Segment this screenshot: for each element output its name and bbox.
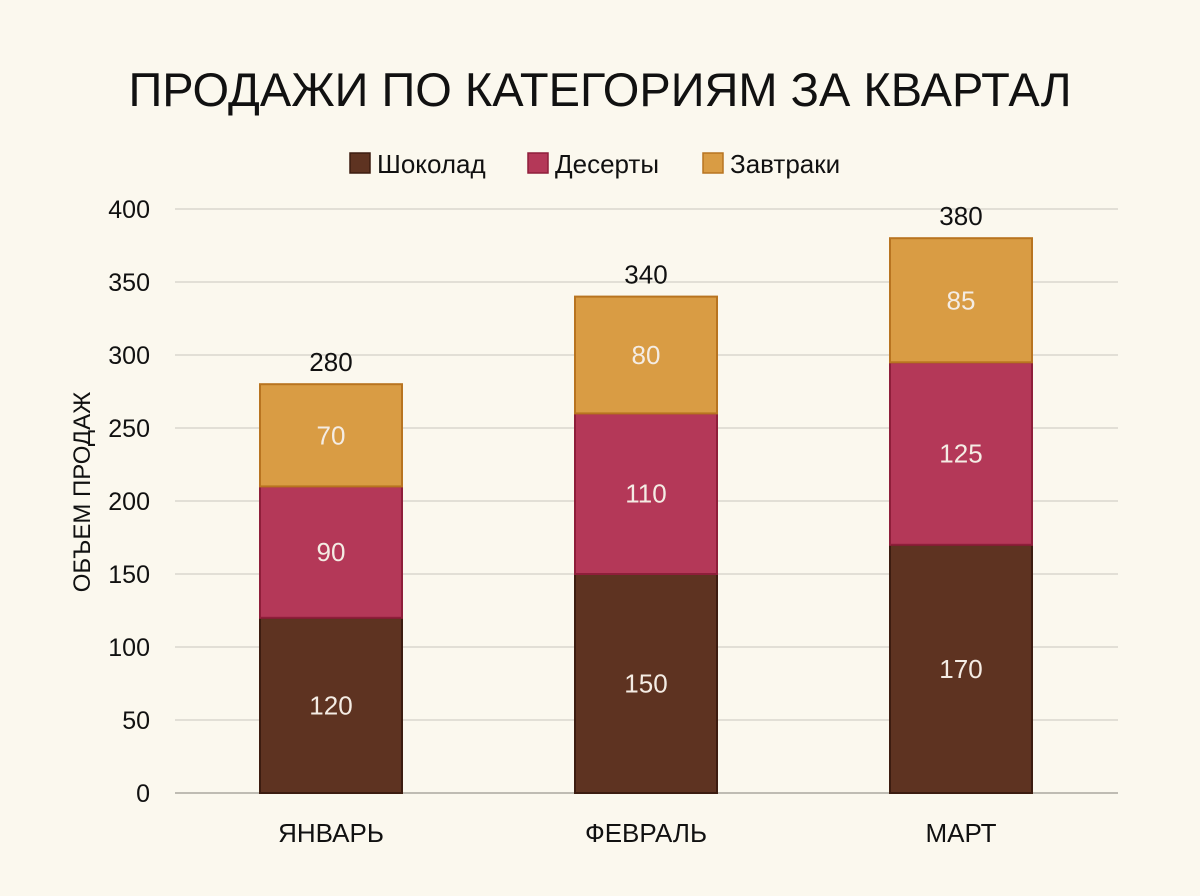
y-tick-label: 250 [108,415,150,443]
legend: Шоколад Десерты Завтраки [349,149,840,179]
bar-value-label: 110 [625,479,666,509]
bar-total-label: 380 [939,201,982,231]
legend-item: Завтраки [702,149,840,179]
bar-stack: 120 90 70 280 [259,347,403,794]
legend-swatch [702,152,724,174]
bar-value-label: 90 [317,537,346,567]
y-tick-label: 350 [108,269,150,297]
bar-value-label: 80 [632,340,661,370]
y-tick-label: 0 [136,780,150,808]
legend-label: Десерты [555,149,659,179]
bar-value-label: 70 [317,420,346,450]
bar-value-label: 170 [939,654,982,684]
bar-segment [259,616,403,794]
y-tick-label: 100 [108,634,150,662]
y-tick-label: 200 [108,488,150,516]
bar-value-label: 125 [939,439,982,469]
y-axis-title: ОБЪЕМ ПРОДАЖ [69,392,96,593]
bar-value-label: 120 [309,690,352,720]
y-tick-label: 400 [108,196,150,224]
x-category-label: ФЕВРАЛЬ [585,818,707,848]
legend-swatch [349,152,371,174]
chart-title: ПРОДАЖИ ПО КАТЕГОРИЯМ ЗА КВАРТАЛ [128,63,1071,116]
bar-segment [889,237,1033,364]
bar-value-label: 150 [624,669,667,699]
y-axis-ticks: 0 50 100 150 200 250 300 350 400 [108,196,150,808]
bars: 120 90 70 280 150 110 80 340 170 125 85 380 [259,201,1033,794]
legend-swatch [527,152,549,174]
y-tick-label: 300 [108,342,150,370]
bar-segment [574,295,718,415]
bar-total-label: 280 [309,347,352,377]
x-axis-labels: ЯНВАРЬ ФЕВРАЛЬ МАРТ [278,818,997,848]
legend-label: Завтраки [730,149,840,179]
legend-label: Шоколад [377,149,486,179]
bar-segment [574,573,718,794]
bar-segment [259,485,403,619]
y-tick-label: 150 [108,561,150,589]
legend-item: Шоколад [349,149,486,179]
bar-stack: 170 125 85 380 [889,201,1033,794]
legend-item: Десерты [527,149,659,179]
y-tick-label: 50 [122,707,150,735]
bar-segment [259,383,403,488]
x-category-label: ЯНВАРЬ [278,818,384,848]
bar-value-label: 85 [947,285,976,315]
bar-total-label: 340 [624,260,667,290]
bar-stack: 150 110 80 340 [574,260,718,794]
x-category-label: МАРТ [925,818,996,848]
bar-segment [889,361,1033,546]
